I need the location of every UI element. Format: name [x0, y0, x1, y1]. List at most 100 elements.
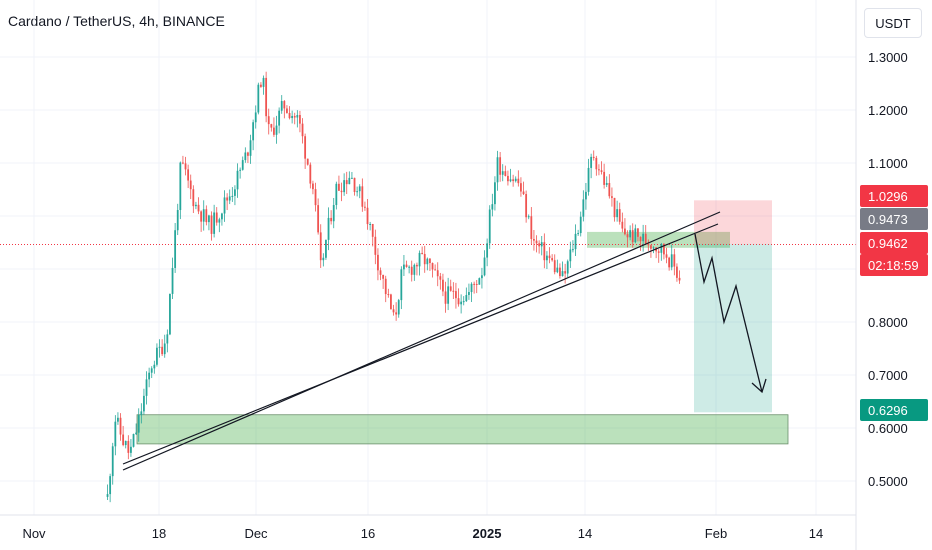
candle-body [213, 212, 216, 234]
candle-body [332, 205, 335, 222]
candle-body [634, 228, 637, 243]
candle-body [153, 364, 156, 369]
candle-body [507, 175, 509, 182]
candle-body [572, 249, 574, 251]
candle-body [325, 239, 327, 258]
candle-body [345, 180, 348, 185]
candle-body [252, 122, 255, 141]
candle-body [592, 156, 595, 158]
candle-body [366, 207, 369, 225]
candle-body [616, 209, 619, 218]
candle-body [577, 233, 580, 235]
candle-body [140, 411, 143, 416]
candle-body [436, 270, 439, 277]
candle-body [418, 252, 421, 267]
projection-path [694, 233, 763, 393]
candle-body [278, 110, 281, 126]
price-label: 0.9462 [860, 232, 928, 254]
x-tick-label: 16 [361, 526, 375, 541]
candle-body [288, 112, 291, 119]
candle-body [488, 209, 491, 244]
candle-body [231, 195, 234, 197]
candle-body [262, 77, 265, 87]
candle-body [595, 157, 598, 170]
candle-body [377, 254, 379, 271]
candle-body [218, 219, 221, 223]
candle-body [403, 264, 405, 270]
candle-body [392, 309, 395, 313]
candle-body [215, 212, 218, 223]
price-label: 1.0296 [860, 185, 928, 207]
candle-body [509, 179, 512, 182]
price-label-bg [860, 399, 928, 421]
candle-body [496, 157, 499, 183]
candle-body [317, 205, 320, 233]
currency-selector[interactable]: USDT [864, 8, 922, 38]
candle-body [486, 243, 489, 258]
candle-body [114, 421, 117, 447]
candle-body [309, 164, 312, 184]
candle-body [111, 446, 114, 477]
candle-body [132, 434, 135, 447]
candle-body [421, 252, 424, 254]
candle-body [374, 236, 377, 255]
candle-body [371, 223, 374, 237]
candle-body [166, 334, 169, 344]
candle-body [397, 300, 400, 315]
price-label-text: 0.9473 [868, 212, 908, 227]
candle-body [202, 209, 205, 222]
candle-body [475, 283, 478, 285]
x-tick-label: 2025 [473, 526, 502, 541]
candle-body [621, 221, 624, 229]
candle-body [135, 432, 138, 435]
candle-body [512, 179, 515, 182]
candle-body [598, 169, 600, 171]
candle-body [585, 191, 587, 200]
y-tick-label: 1.2000 [868, 103, 908, 118]
candle-body [426, 258, 429, 265]
candle-body [431, 263, 434, 270]
candle-body [574, 233, 577, 250]
candle-body [429, 258, 431, 264]
candle-body [330, 217, 333, 222]
candle-body [556, 267, 559, 273]
candle-body [449, 286, 452, 291]
candle-body [130, 446, 132, 453]
candle-body [239, 169, 242, 171]
candle-body [210, 215, 213, 234]
candle-body [223, 197, 226, 214]
candle-body [228, 196, 231, 201]
candle-body [273, 127, 275, 135]
candles [106, 71, 681, 503]
candle-body [660, 244, 663, 253]
candle-body [312, 183, 314, 190]
candle-body [603, 171, 606, 185]
candle-body [608, 183, 611, 197]
candle-body [569, 249, 572, 262]
candle-body [306, 158, 309, 165]
candle-body [522, 191, 525, 195]
price-label-bg [860, 185, 928, 207]
candle-body [501, 171, 504, 175]
price-label-text: 1.0296 [868, 189, 908, 204]
candle-body [491, 204, 494, 210]
candle-body [647, 243, 650, 246]
candle-body [442, 279, 444, 292]
candle-body [221, 213, 223, 220]
candle-body [150, 368, 153, 373]
candle-body [158, 346, 161, 348]
candle-body [106, 494, 109, 497]
candle-body [176, 210, 179, 231]
candle-body [301, 123, 304, 137]
candle-body [369, 223, 372, 225]
x-tick-label: 18 [152, 526, 166, 541]
price-label-text: 0.9462 [868, 236, 908, 251]
candle-body [343, 180, 346, 193]
candle-body [351, 177, 353, 179]
y-tick-label: 0.7000 [868, 368, 908, 383]
candle-body [663, 244, 665, 255]
x-tick-label: Dec [244, 526, 268, 541]
candle-body [143, 395, 145, 412]
candle-body [304, 136, 307, 159]
candle-body [525, 194, 528, 218]
